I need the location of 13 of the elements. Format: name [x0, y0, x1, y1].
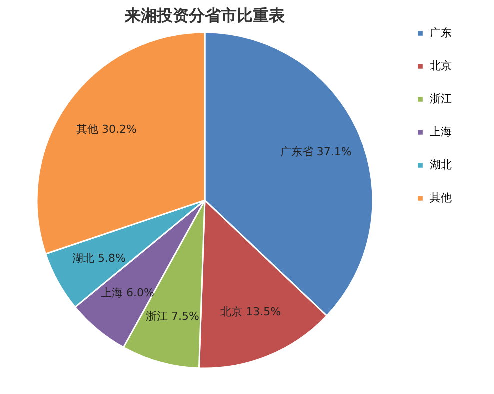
- data-label: 浙江 7.5%: [146, 310, 200, 324]
- data-label: 北京 13.5%: [220, 305, 282, 318]
- chart-title: 来湘投资分省市比重表: [124, 6, 286, 25]
- legend-label: 上海: [430, 126, 452, 138]
- data-label: 其他 30.2%: [76, 122, 137, 136]
- legend-label: 其他: [430, 192, 452, 204]
- legend-label: 广东: [430, 26, 452, 40]
- data-label: 湖北 5.8%: [72, 252, 126, 266]
- legend-label: 北京: [430, 60, 452, 72]
- legend-label: 湖北: [430, 158, 452, 172]
- data-label: 上海 6.0%: [100, 286, 154, 300]
- legend-label: 浙江: [430, 92, 452, 106]
- data-label: 广东省 37.1%: [280, 146, 352, 159]
